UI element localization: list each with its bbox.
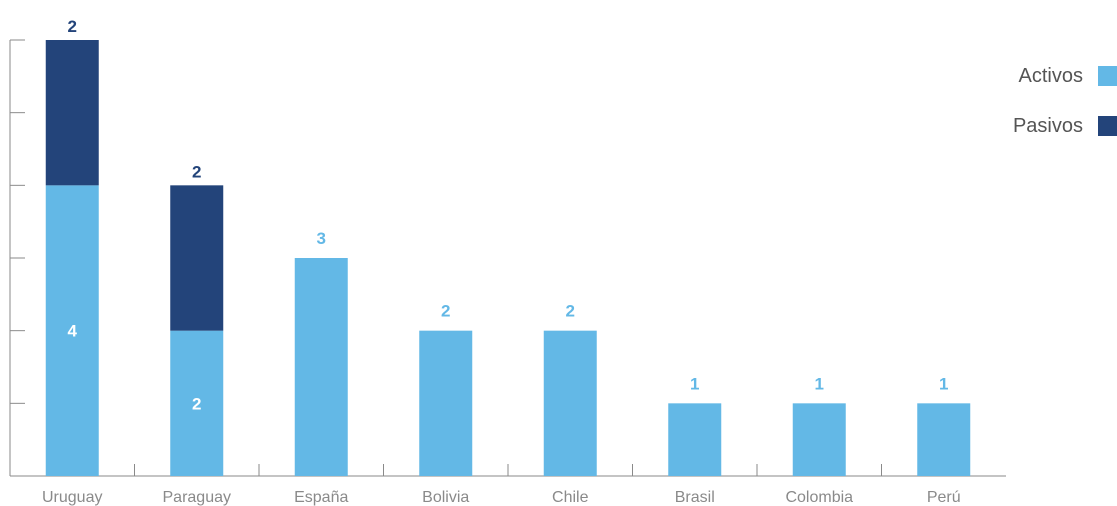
bar-activos-españa [294, 258, 348, 476]
legend-swatch-activos [1098, 66, 1117, 86]
value-label-activos: 2 [192, 394, 201, 413]
x-tick-label: España [294, 489, 348, 506]
value-label-activos: 3 [317, 229, 326, 248]
value-label-activos: 1 [815, 374, 824, 393]
bar-pasivos-paraguay [170, 185, 224, 331]
x-tick-label: Bolivia [422, 489, 469, 506]
value-label-activos: 2 [441, 302, 450, 321]
value-label-activos: 4 [68, 322, 78, 341]
bar-activos-bolivia [419, 330, 473, 476]
bar-activos-brasil [668, 403, 722, 476]
x-tick-label: Perú [927, 489, 961, 506]
value-label-activos: 2 [566, 302, 575, 321]
x-tick-label: Brasil [675, 489, 715, 506]
legend: Activos Pasivos [977, 62, 1117, 162]
value-label-pasivos: 2 [192, 162, 201, 181]
x-tick-label: Colombia [785, 489, 853, 506]
legend-item-pasivos: Pasivos [977, 112, 1117, 162]
legend-swatch-pasivos [1098, 116, 1117, 136]
value-label-activos: 1 [939, 374, 948, 393]
legend-label-pasivos: Pasivos [1012, 115, 1083, 137]
legend-item-activos: Activos [977, 62, 1117, 112]
bar-activos-chile [543, 330, 597, 476]
legend-label-activos: Activos [1018, 65, 1083, 87]
bar-pasivos-uruguay [45, 40, 99, 186]
bar-activos-perú [917, 403, 971, 476]
x-tick-label: Paraguay [163, 489, 232, 506]
bar-activos-uruguay [45, 185, 99, 477]
value-label-activos: 1 [690, 374, 699, 393]
bar-activos-paraguay [170, 330, 224, 476]
x-tick-label: Uruguay [42, 489, 102, 506]
x-tick-label: Chile [552, 489, 589, 506]
value-label-pasivos: 2 [68, 17, 77, 36]
bar-activos-colombia [792, 403, 846, 476]
